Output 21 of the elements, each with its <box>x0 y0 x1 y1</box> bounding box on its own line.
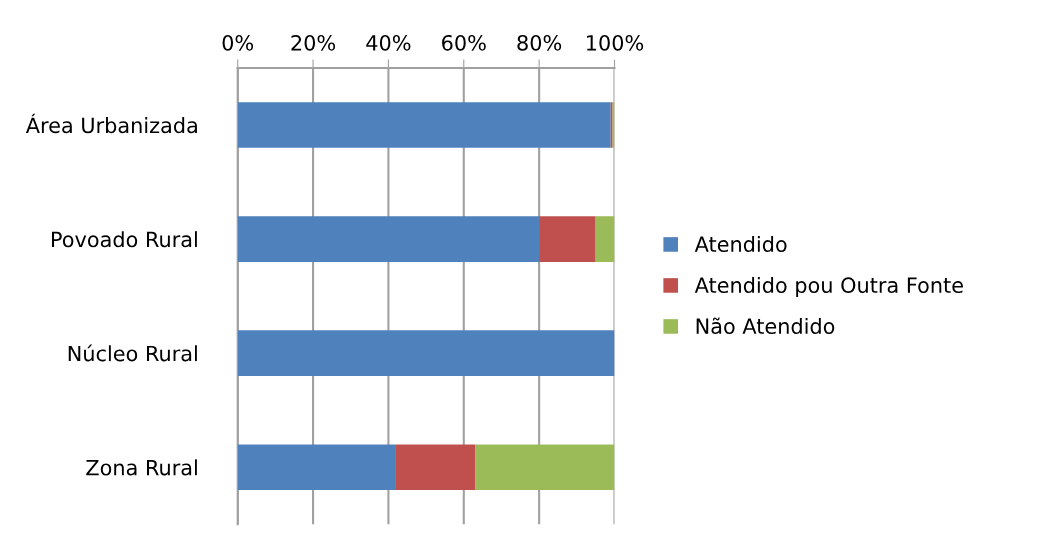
x-tick-label: 20% <box>291 34 336 51</box>
y-tick-label: Área Urbanizada <box>25 113 197 134</box>
bar <box>237 444 396 491</box>
bar <box>395 444 476 491</box>
x-tick-label: 40% <box>366 34 411 51</box>
legend-label: Não Atendido <box>696 317 835 335</box>
y-tick-label: Povoado Rural <box>52 231 197 248</box>
bar <box>595 216 615 262</box>
bar <box>237 216 540 262</box>
x-tick-label: 60% <box>442 34 486 51</box>
bar <box>237 330 615 376</box>
legend-label: Atendido <box>694 235 787 253</box>
bar <box>475 444 615 491</box>
bar <box>539 216 596 262</box>
legend-label: Atendido pou Outra Fonte <box>694 276 963 298</box>
x-tick-label: 100% <box>587 34 644 51</box>
x-tick-label: 0% <box>222 34 254 51</box>
y-tick-label: Núcleo Rural <box>68 344 197 362</box>
y-tick-label: Zona Rural <box>86 459 197 476</box>
bar <box>237 102 611 148</box>
x-tick-label: 80% <box>517 34 562 51</box>
